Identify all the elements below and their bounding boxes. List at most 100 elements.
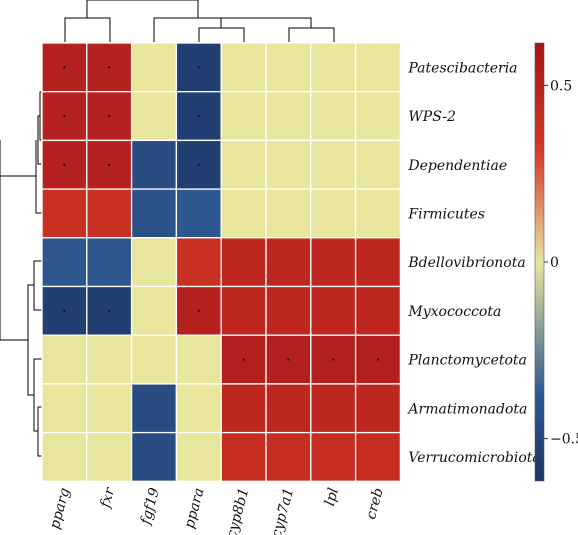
row-label-firmicutes: Firmicutes	[407, 206, 485, 222]
significance-dot	[376, 358, 380, 361]
heatmap-cell-patescibacteria-creb	[354, 42, 402, 93]
significance-dot	[197, 163, 200, 166]
heatmap-cell-dependentiae-fxr	[86, 139, 133, 190]
heatmap-cell-armatimonadota-fxr	[86, 383, 133, 434]
heatmap-cell-verrucomicrobiota-cyp7a1	[265, 431, 312, 482]
heatmap-cell-bdellovibrionota-creb	[354, 237, 402, 288]
heatmap-cell-verrucomicrobiota-cyp8b1	[220, 431, 267, 482]
heatmap-cells	[41, 42, 402, 482]
heatmap-cell-bdellovibrionota-lpl	[310, 237, 357, 288]
heatmap-cell-armatimonadota-fgf19	[130, 383, 178, 434]
heatmap-cell-armatimonadota-ppara	[175, 383, 222, 434]
heatmap-cell-wps-2-cyp8b1	[220, 91, 267, 142]
heatmap-cell-patescibacteria-cyp8b1	[220, 42, 267, 93]
column-label-cyp7a1: cyp7a1	[269, 486, 298, 535]
column-label-lpl: lpl	[322, 486, 342, 507]
heatmap-cell-firmicutes-ppara	[175, 188, 222, 239]
heatmap-cell-dependentiae-creb	[354, 139, 402, 190]
heatmap-cell-planctomycetota-pparg	[41, 334, 88, 385]
heatmap-cell-wps-2-creb	[354, 91, 402, 142]
colorbar-tick-label: −0.5	[550, 432, 578, 448]
heatmap-cell-dependentiae-lpl	[310, 139, 357, 190]
colorbar-tick-label: 0.5	[550, 78, 572, 94]
heatmap-cell-firmicutes-fgf19	[130, 188, 178, 239]
heatmap-cell-myxococcota-cyp8b1	[220, 285, 267, 336]
row-label-dependentiae: Dependentiae	[407, 158, 507, 174]
heatmap-cell-planctomycetota-ppara	[175, 334, 222, 385]
column-label-fxr: fxr	[97, 485, 118, 510]
heatmap-cell-dependentiae-cyp8b1	[220, 139, 267, 190]
heatmap-cell-myxococcota-lpl	[310, 285, 357, 336]
heatmap-cell-wps-2-lpl	[310, 91, 357, 142]
column-label-fgf19: fgf19	[138, 486, 163, 527]
column-labels: pparg fxr fgf19 ppara cyp8b1 cyp7a1 lpl creb	[47, 485, 387, 535]
significance-dot	[108, 163, 111, 166]
significance-dot	[108, 309, 111, 312]
colorbar-gradient	[534, 42, 545, 482]
heatmap-cell-wps-2-cyp7a1	[265, 91, 312, 142]
heatmap-cell-myxococcota-creb	[354, 285, 402, 336]
heatmap-cell-planctomycetota-fgf19	[130, 334, 178, 385]
heatmap-cell-myxococcota-cyp7a1	[265, 285, 312, 336]
colorbar-ticks: 0.5 0 −0.5	[544, 78, 578, 448]
row-dendrogram	[0, 91, 42, 457]
column-label-pparg: pparg	[47, 486, 73, 531]
heatmap-cell-bdellovibrionota-fxr	[86, 237, 133, 288]
significance-dot	[108, 66, 111, 69]
heatmap-cell-bdellovibrionota-cyp8b1	[220, 237, 267, 288]
row-label-bdellovibrionota: Bdellovibrionota	[407, 255, 525, 271]
heatmap-cell-armatimonadota-cyp8b1	[220, 383, 267, 434]
heatmap-cell-firmicutes-lpl	[310, 188, 357, 239]
heatmap-cell-firmicutes-cyp8b1	[220, 188, 267, 239]
heatmap-cell-planctomycetota-fxr	[86, 334, 133, 385]
row-label-myxococcota: Myxococcota	[407, 304, 501, 320]
column-label-cyp8b1: cyp8b1	[224, 486, 253, 535]
heatmap-cell-bdellovibrionota-cyp7a1	[265, 237, 312, 288]
column-label-ppara: ppara	[182, 486, 208, 530]
significance-dot	[63, 309, 66, 312]
colorbar-tick-label: 0	[550, 255, 559, 271]
row-label-verrucomicrobiota: Verrucomicrobiota	[408, 450, 540, 466]
heatmap-cell-bdellovibrionota-pparg	[41, 237, 88, 288]
row-label-planctomycetota: Planctomycetota	[407, 353, 527, 369]
heatmap-cell-wps-2-fgf19	[130, 91, 178, 142]
significance-dot	[63, 114, 66, 118]
significance-dot	[287, 358, 290, 361]
significance-dot	[242, 358, 245, 361]
heatmap-cell-dependentiae-fgf19	[130, 139, 178, 190]
significance-marks	[63, 66, 380, 361]
heatmap-cell-firmicutes-pparg	[41, 188, 88, 239]
heatmap-cell-verrucomicrobiota-ppara	[175, 431, 222, 482]
heatmap-cell-verrucomicrobiota-pparg	[41, 431, 88, 482]
heatmap-cell-bdellovibrionota-fgf19	[130, 237, 178, 288]
heatmap-cell-patescibacteria-cyp7a1	[265, 42, 312, 93]
heatmap-cell-verrucomicrobiota-fgf19	[130, 431, 178, 482]
column-label-creb: creb	[363, 486, 387, 521]
significance-dot	[197, 66, 200, 69]
heatmap-cell-patescibacteria-lpl	[310, 42, 357, 93]
heatmap-cell-verrucomicrobiota-lpl	[310, 431, 357, 482]
heatmap-cell-verrucomicrobiota-creb	[354, 431, 402, 482]
significance-dot	[197, 309, 200, 312]
heatmap-cell-firmicutes-creb	[354, 188, 402, 239]
significance-dot	[63, 66, 66, 69]
heatmap-cell-bdellovibrionota-ppara	[175, 237, 222, 288]
heatmap-cell-planctomycetota-cyp7a1	[265, 334, 312, 385]
heatmap-cell-dependentiae-cyp7a1	[265, 139, 312, 190]
significance-dot	[197, 114, 200, 118]
heatmap-cell-myxococcota-fgf19	[130, 285, 178, 336]
heatmap-cell-armatimonadota-lpl	[310, 383, 357, 434]
colorbar: 0.5 0 −0.5	[534, 42, 578, 482]
significance-dot	[63, 163, 66, 166]
row-label-patescibacteria: Patescibacteria	[407, 60, 517, 76]
heatmap-cell-armatimonadota-creb	[354, 383, 402, 434]
heatmap-cell-firmicutes-cyp7a1	[265, 188, 312, 239]
significance-dot	[332, 358, 335, 361]
heatmap-cell-armatimonadota-pparg	[41, 383, 88, 434]
column-dendrogram	[64, 0, 335, 42]
heatmap-cell-verrucomicrobiota-fxr	[86, 431, 133, 482]
heatmap-cell-patescibacteria-fgf19	[130, 42, 178, 93]
row-labels: Patescibacteria WPS-2 Dependentiae Firmicut…	[406, 60, 540, 466]
heatmap-cell-armatimonadota-cyp7a1	[265, 383, 312, 434]
